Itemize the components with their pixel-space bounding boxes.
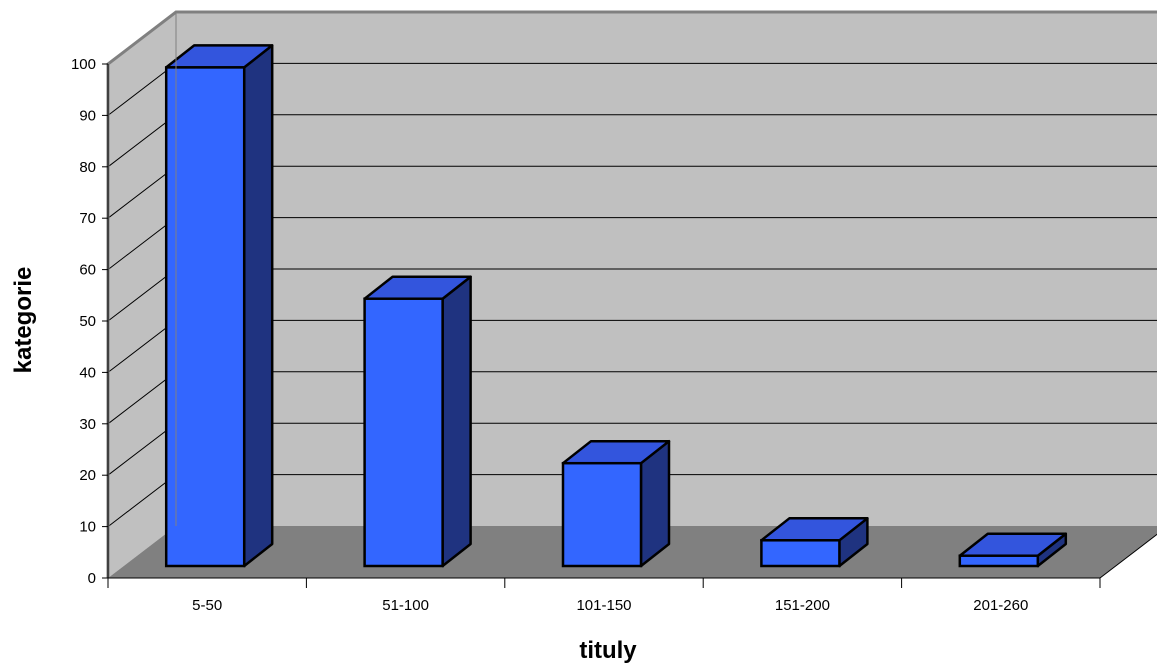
bars: [164, 44, 1068, 568]
y-tick-label: 80: [79, 159, 96, 176]
x-tick-label: 151-200: [775, 597, 830, 614]
x-tick-labels: 5-50 51-100 101-150 151-200 201-260: [107, 578, 1101, 614]
bar-201-260: [958, 532, 1068, 568]
y-tick-labels: 0 10 20 30 40 50 60 70 80 90 100: [71, 56, 108, 587]
bar-side: [441, 275, 472, 568]
bar-side: [242, 44, 274, 568]
bar-front: [561, 461, 643, 568]
y-tick-label: 100: [71, 56, 96, 73]
y-tick-label: 10: [79, 519, 96, 536]
bar-front: [164, 66, 246, 568]
y-tick-label: 90: [79, 107, 96, 124]
bar-51-100: [363, 275, 472, 568]
x-tick-label: 51-100: [382, 597, 429, 614]
y-tick-label: 50: [79, 313, 96, 330]
x-tick-label: 101-150: [576, 597, 631, 614]
x-axis-title: tituly: [579, 637, 637, 664]
y-tick-label: 20: [79, 467, 96, 484]
x-tick-label: 5-50: [192, 597, 222, 614]
y-tick-label: 60: [79, 262, 96, 279]
bar-front: [958, 554, 1040, 568]
bar-101-150: [561, 439, 671, 568]
bar-front: [363, 297, 444, 568]
y-tick-label: 70: [79, 210, 96, 227]
y-tick-label: 40: [79, 364, 96, 381]
y-tick-label: 30: [79, 416, 96, 433]
bar-front: [760, 539, 841, 568]
bar-151-200: [760, 517, 869, 568]
bar-5-50: [164, 44, 274, 568]
y-tick-label: 0: [88, 570, 96, 587]
y-axis-title: kategorie: [10, 267, 37, 374]
x-tick-label: 201-260: [973, 597, 1028, 614]
